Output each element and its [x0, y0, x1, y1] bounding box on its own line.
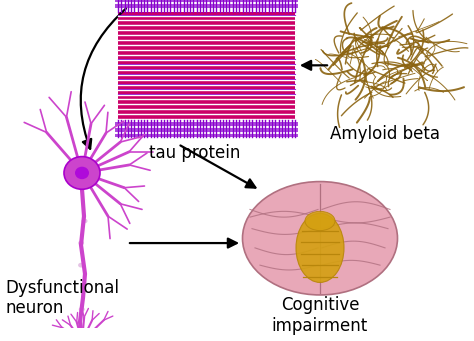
Bar [118, 41, 295, 45]
Ellipse shape [64, 157, 100, 189]
Ellipse shape [75, 167, 89, 179]
Ellipse shape [243, 181, 398, 295]
Bar [115, 134, 298, 137]
Bar [118, 36, 295, 40]
Bar [118, 105, 295, 109]
Text: tau protein: tau protein [149, 144, 241, 162]
Ellipse shape [78, 241, 84, 246]
Bar [118, 110, 295, 114]
Text: Dysfunctional
neuron: Dysfunctional neuron [5, 279, 119, 317]
Ellipse shape [296, 213, 344, 282]
Text: Cognitive
impairment: Cognitive impairment [272, 296, 368, 335]
Bar [118, 31, 295, 35]
Ellipse shape [305, 211, 335, 231]
Bar [118, 115, 295, 119]
Bar [118, 71, 295, 74]
Ellipse shape [79, 307, 85, 312]
Bar [115, 122, 298, 126]
Ellipse shape [81, 285, 86, 290]
Bar [115, 128, 298, 132]
Bar [118, 12, 295, 15]
Bar [118, 46, 295, 50]
Bar [118, 95, 295, 99]
Bar [118, 61, 295, 64]
Bar [118, 26, 295, 30]
Ellipse shape [78, 263, 84, 268]
Bar [118, 21, 295, 25]
Bar [118, 90, 295, 94]
Bar [118, 86, 295, 89]
Bar [118, 56, 295, 59]
Bar [118, 16, 295, 20]
Text: Amyloid beta: Amyloid beta [330, 125, 440, 143]
Bar [118, 76, 295, 79]
Ellipse shape [82, 219, 88, 223]
Bar [118, 51, 295, 55]
Bar [118, 66, 295, 69]
Bar [118, 80, 295, 84]
Bar [115, 0, 298, 2]
Bar [118, 100, 295, 104]
Bar [115, 4, 298, 8]
